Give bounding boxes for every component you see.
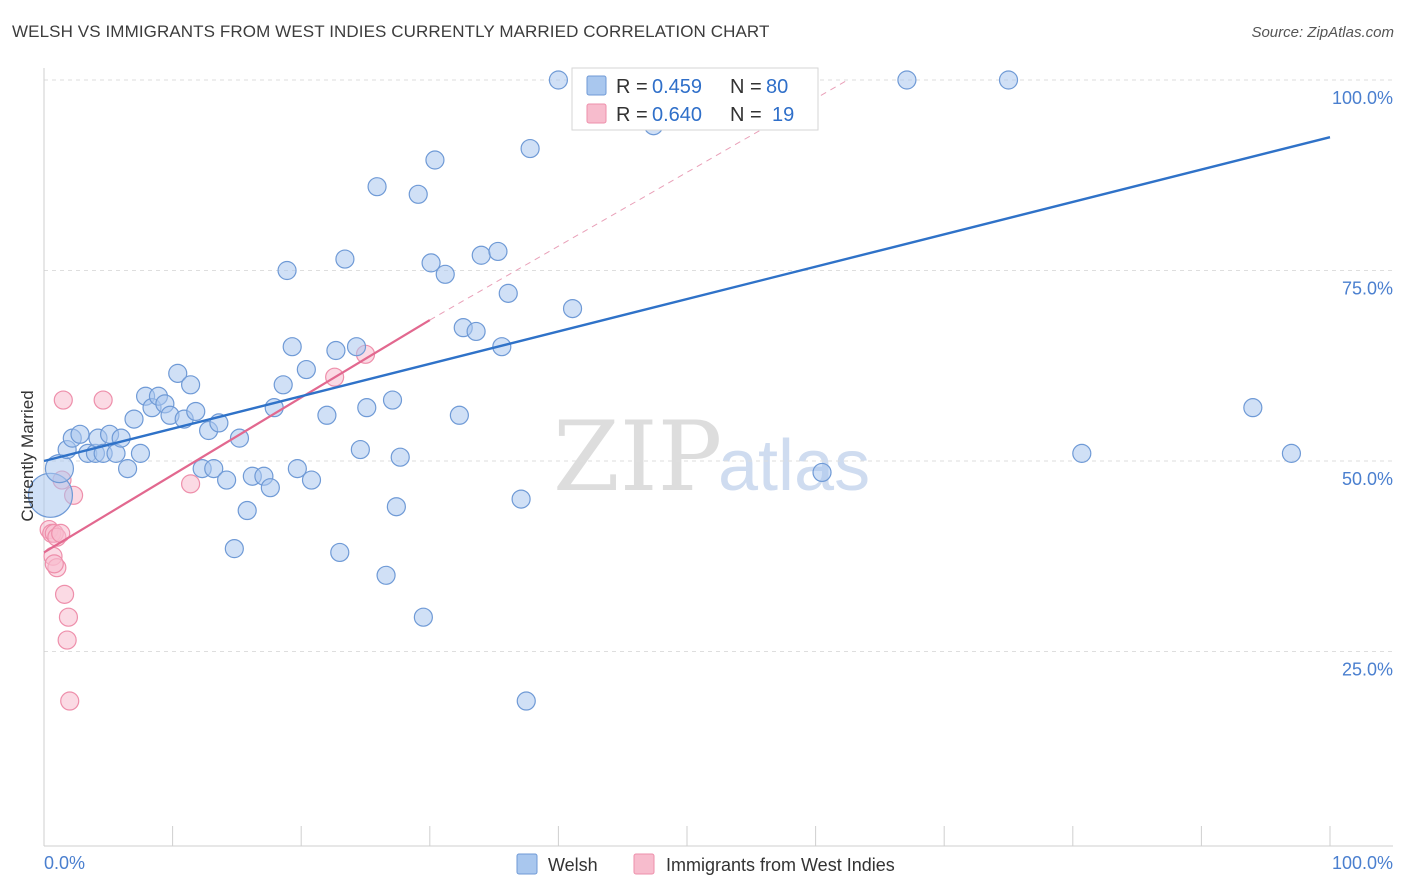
- welsh-point: [277, 260, 297, 281]
- y-tick-label: 75.0%: [1342, 279, 1393, 299]
- bottom-legend-label-west-indies: Immigrants from West Indies: [666, 855, 895, 875]
- west-indies-point: [60, 691, 80, 711]
- series-legend: Welsh Immigrants from West Indies: [516, 853, 895, 875]
- legend-swatch-welsh: [586, 75, 607, 96]
- bottom-legend-swatch-west-indies: [633, 853, 655, 875]
- welsh-point: [282, 337, 302, 357]
- welsh-point: [229, 428, 250, 448]
- west-indies-point: [181, 474, 201, 494]
- x-tick-label: 100.0%: [1332, 853, 1393, 873]
- welsh-point: [386, 497, 406, 517]
- tick-labels: 25.0% 50.0% 75.0% 100.0% 0.0% 100.0%: [44, 88, 1393, 873]
- welsh-point: [168, 363, 188, 383]
- welsh-point: [1243, 398, 1263, 418]
- welsh-point: [124, 409, 144, 429]
- y-tick-label: 50.0%: [1342, 469, 1393, 489]
- west-indies-point: [44, 554, 64, 574]
- legend-r-value-welsh: 0.459: [652, 76, 702, 98]
- welsh-point: [562, 299, 583, 319]
- west-indies-point: [57, 630, 77, 650]
- welsh-point: [466, 321, 486, 342]
- welsh-point: [346, 337, 367, 357]
- legend-swatch-west-indies: [586, 103, 607, 124]
- welsh-point: [70, 424, 90, 444]
- welsh-point: [217, 470, 237, 490]
- welsh-point: [488, 241, 508, 262]
- west-indies-trend-line: [43, 319, 431, 554]
- welsh-point: [471, 245, 491, 265]
- west-indies-points: [39, 344, 376, 711]
- welsh-point: [186, 401, 206, 422]
- welsh-point: [520, 138, 540, 159]
- welsh-point: [237, 500, 257, 521]
- chart-title: WELSH VS IMMIGRANTS FROM WEST INDIES CUR…: [12, 22, 770, 41]
- legend-n-label-west-indies: N =: [730, 104, 762, 126]
- welsh-point: [335, 249, 355, 269]
- welsh-trend-line: [43, 135, 1331, 463]
- welsh-point: [498, 283, 518, 303]
- watermark-zip: ZIP: [553, 401, 722, 513]
- x-tick-label: 0.0%: [44, 853, 85, 873]
- welsh-point: [326, 340, 346, 361]
- welsh-point: [330, 542, 350, 563]
- welsh-point: [224, 539, 244, 559]
- west-indies-point: [53, 390, 73, 410]
- y-tick-label: 100.0%: [1332, 88, 1393, 108]
- welsh-point: [998, 70, 1019, 90]
- welsh-point: [511, 489, 531, 509]
- y-axis-label: Currently Married: [18, 390, 37, 521]
- welsh-point: [317, 405, 337, 425]
- west-indies-point: [54, 584, 75, 604]
- welsh-point: [413, 607, 433, 627]
- welsh-point: [516, 691, 536, 711]
- legend-n-value-welsh: 80: [766, 76, 788, 98]
- welsh-point: [296, 359, 316, 380]
- legend-n-label-welsh: N =: [730, 76, 762, 98]
- welsh-point: [376, 565, 396, 585]
- welsh-point: [382, 390, 403, 410]
- bottom-legend-label-welsh: Welsh: [548, 855, 598, 875]
- watermark-atlas: atlas: [718, 426, 870, 506]
- west-indies-point: [58, 607, 79, 627]
- welsh-point: [357, 398, 377, 418]
- axes: [43, 68, 1393, 847]
- welsh-point: [111, 428, 131, 448]
- welsh-point: [435, 264, 455, 284]
- welsh-point: [117, 459, 138, 479]
- welsh-point: [273, 375, 293, 395]
- welsh-point: [421, 253, 441, 273]
- welsh-point: [548, 70, 569, 90]
- welsh-point: [260, 478, 280, 498]
- y-tick-label: 25.0%: [1342, 660, 1393, 680]
- welsh-point: [425, 150, 445, 170]
- welsh-point: [130, 443, 151, 463]
- welsh-point: [204, 459, 224, 479]
- legend-n-value-west-indies: 19: [772, 104, 794, 126]
- welsh-point: [367, 177, 387, 197]
- welsh-point: [390, 447, 410, 467]
- gridlines: [44, 79, 1393, 652]
- welsh-point: [301, 470, 322, 490]
- legend-r-label-welsh: R =: [616, 76, 648, 98]
- legend-r-label-west-indies: R =: [616, 104, 648, 126]
- stats-legend: R = 0.459 N = 80 R = 0.640 N = 19: [571, 67, 819, 131]
- welsh-point: [1281, 443, 1302, 463]
- welsh-point: [350, 439, 370, 460]
- watermark: ZIP atlas: [553, 401, 870, 513]
- welsh-point: [449, 405, 469, 425]
- welsh-points: [27, 70, 1302, 711]
- welsh-point: [408, 184, 428, 204]
- welsh-point: [181, 375, 201, 395]
- welsh-point: [287, 459, 307, 479]
- west-indies-point: [93, 390, 113, 410]
- welsh-point: [812, 462, 832, 483]
- bottom-legend-swatch-welsh: [516, 853, 538, 875]
- chart-source: Source: ZipAtlas.com: [1251, 24, 1394, 41]
- stats-legend-box: [571, 67, 819, 131]
- legend-r-value-west-indies: 0.640: [652, 104, 702, 126]
- welsh-point: [1072, 443, 1092, 463]
- welsh-point: [897, 70, 917, 90]
